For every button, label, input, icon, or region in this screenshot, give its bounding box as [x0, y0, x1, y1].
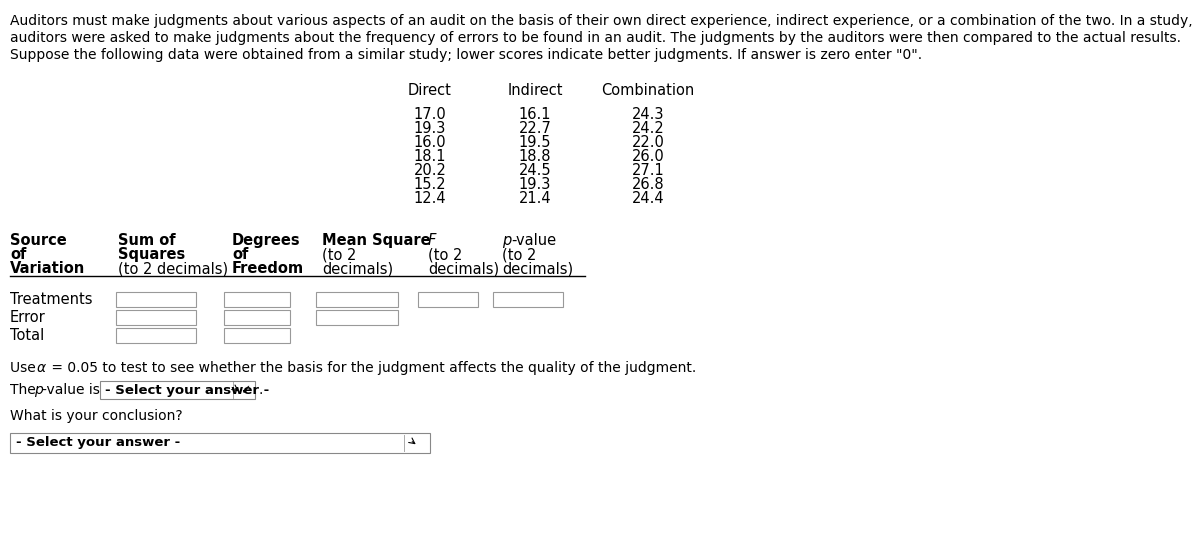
Bar	[418, 292, 478, 307]
Text: 12.4: 12.4	[414, 191, 446, 206]
Bar	[116, 310, 196, 325]
Text: ✓: ✓	[240, 384, 251, 397]
Bar	[224, 310, 290, 325]
Text: decimals): decimals)	[502, 261, 574, 276]
Text: Source: Source	[10, 233, 67, 248]
Text: What is your conclusion?: What is your conclusion?	[10, 409, 182, 423]
Text: Mean Square: Mean Square	[322, 233, 431, 248]
Text: -value: -value	[511, 233, 556, 248]
Text: 24.2: 24.2	[631, 121, 665, 136]
Bar	[224, 292, 290, 307]
Bar	[116, 328, 196, 343]
Text: 21.4: 21.4	[518, 191, 551, 206]
Text: Combination: Combination	[601, 83, 695, 98]
Text: Degrees: Degrees	[232, 233, 301, 248]
Text: F: F	[428, 233, 437, 248]
Text: 18.1: 18.1	[414, 149, 446, 164]
Text: 19.5: 19.5	[518, 135, 551, 150]
Text: (to 2: (to 2	[428, 247, 462, 262]
Text: Suppose the following data were obtained from a similar study; lower scores indi: Suppose the following data were obtained…	[10, 48, 922, 62]
Text: 24.4: 24.4	[631, 191, 665, 206]
Text: of: of	[232, 247, 248, 262]
Text: (to 2: (to 2	[502, 247, 536, 262]
Text: auditors were asked to make judgments about the frequency of errors to be found : auditors were asked to make judgments ab…	[10, 31, 1181, 45]
Bar	[100, 381, 256, 399]
Text: Treatments: Treatments	[10, 292, 92, 307]
Text: 19.3: 19.3	[518, 177, 551, 192]
Text: 17.0: 17.0	[414, 107, 446, 122]
Text: -value is: -value is	[42, 383, 100, 397]
Text: Use: Use	[10, 361, 40, 375]
Text: .: .	[259, 383, 263, 397]
Text: Variation: Variation	[10, 261, 85, 276]
Text: = 0.05 to test to see whether the basis for the judgment affects the quality of : = 0.05 to test to see whether the basis …	[47, 361, 696, 375]
Text: p: p	[34, 383, 43, 397]
Text: 26.8: 26.8	[631, 177, 665, 192]
Bar	[224, 328, 290, 343]
Bar	[10, 433, 430, 453]
Text: Freedom: Freedom	[232, 261, 304, 276]
Text: 15.2: 15.2	[414, 177, 446, 192]
Text: 26.0: 26.0	[631, 149, 665, 164]
Text: (to 2: (to 2	[322, 247, 356, 262]
Text: Auditors must make judgments about various aspects of an audit on the basis of t: Auditors must make judgments about vario…	[10, 14, 1193, 28]
Text: (to 2 decimals): (to 2 decimals)	[118, 261, 228, 276]
Text: α: α	[37, 361, 46, 375]
Text: 16.1: 16.1	[518, 107, 551, 122]
Bar	[116, 292, 196, 307]
Text: The: The	[10, 383, 40, 397]
Text: - Select your answer -: - Select your answer -	[16, 436, 180, 449]
Text: Error: Error	[10, 310, 46, 325]
Text: 24.3: 24.3	[631, 107, 665, 122]
Text: p: p	[502, 233, 511, 248]
Text: 22.0: 22.0	[631, 135, 665, 150]
Text: decimals): decimals)	[428, 261, 499, 276]
Text: 27.1: 27.1	[631, 163, 665, 178]
Text: 22.7: 22.7	[518, 121, 552, 136]
Text: decimals): decimals)	[322, 261, 394, 276]
Bar	[316, 310, 398, 325]
Text: 24.5: 24.5	[518, 163, 551, 178]
Text: - Select your answer -: - Select your answer -	[106, 384, 269, 397]
Text: Sum of: Sum of	[118, 233, 175, 248]
Bar	[316, 292, 398, 307]
Bar	[493, 292, 563, 307]
Text: Indirect: Indirect	[508, 83, 563, 98]
Text: Squares: Squares	[118, 247, 185, 262]
Text: of: of	[10, 247, 26, 262]
Text: 16.0: 16.0	[414, 135, 446, 150]
Text: 18.8: 18.8	[518, 149, 551, 164]
Text: 19.3: 19.3	[414, 121, 446, 136]
Text: Direct: Direct	[408, 83, 452, 98]
Text: Total: Total	[10, 328, 44, 343]
Text: 20.2: 20.2	[414, 163, 446, 178]
